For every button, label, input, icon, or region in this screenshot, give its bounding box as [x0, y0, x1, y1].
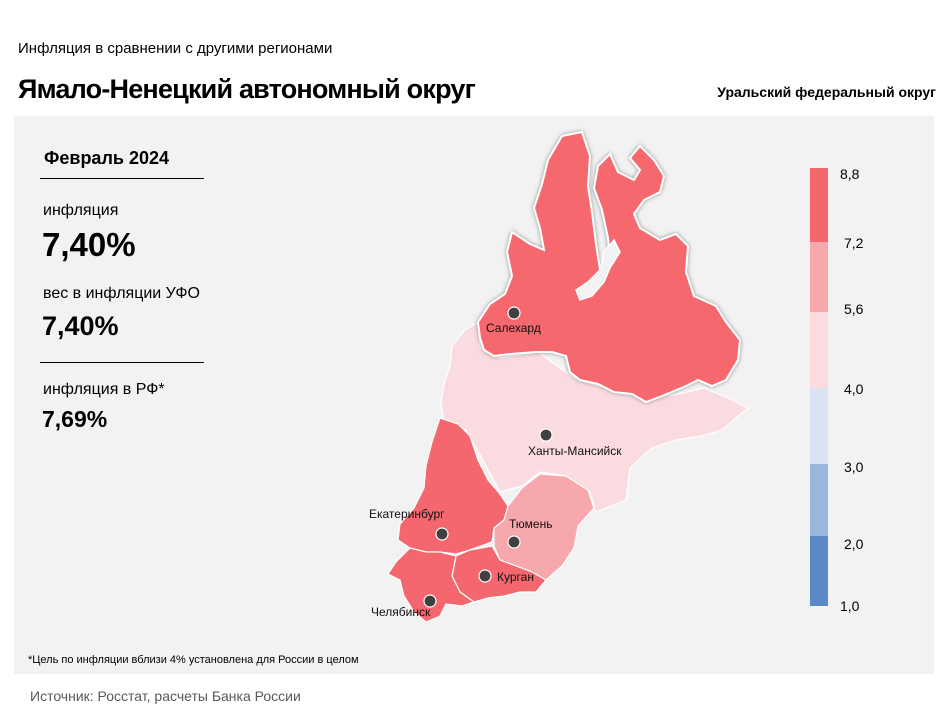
inflation-value: 7,40% [42, 226, 136, 263]
rf-inflation-label: инфляция в РФ* [43, 381, 165, 398]
legend-tick-3: 5,6 [844, 301, 864, 317]
city-label-salekhard: Салехард [486, 321, 541, 335]
city-ekaterinburg: Екатеринбург [369, 507, 449, 541]
rf-inflation-value: 7,69% [42, 406, 108, 432]
region-tyumen [493, 473, 595, 581]
legend-tick-6: 2,0 [844, 536, 864, 552]
footnote: *Цель по инфляции вблизи 4% установлена … [28, 654, 359, 666]
city-dot-icon [507, 306, 521, 320]
chart-subtitle: Инфляция в сравнении с другими регионами [18, 40, 333, 57]
region-title: Ямало-Ненецкий автономный округ [18, 74, 476, 104]
city-label-khanty: Ханты-Мансийск [528, 444, 622, 458]
city-label-ekb: Екатеринбург [369, 507, 445, 521]
city-chelyabinsk: Челябинск [371, 594, 437, 619]
legend-band-3 [810, 312, 828, 388]
city-label-kurgan: Курган [497, 570, 534, 584]
city-khanty-mansiysk: Ханты-Мансийск [528, 428, 622, 458]
inflation-label: инфляция [43, 202, 119, 219]
city-dot-icon [478, 569, 492, 583]
city-label-chel: Челябинск [371, 605, 431, 619]
legend-band-2 [810, 242, 828, 312]
divider-top [40, 178, 204, 179]
city-salekhard: Салехард [486, 306, 541, 335]
period-label: Февраль 2024 [44, 148, 169, 168]
legend-band-4 [810, 388, 828, 464]
city-dot-icon [539, 428, 553, 442]
weight-value: 7,40% [42, 311, 119, 341]
legend-tick-7: 1,0 [840, 598, 860, 614]
region-chelyabinsk [387, 547, 476, 623]
city-label-tyumen: Тюмень [509, 517, 552, 531]
weight-label: вес в инфляции УФО [43, 285, 200, 302]
city-dot-icon [423, 594, 437, 608]
legend-tick-1: 8,8 [840, 166, 860, 182]
ob-gulf [575, 238, 621, 301]
region-khanty-mansi [440, 320, 750, 513]
federal-district-label: Уральский федеральный округ [717, 84, 936, 100]
legend-band-5 [810, 464, 828, 536]
legend-tick-4: 4,0 [844, 381, 864, 397]
region-sverdlovsk [397, 417, 509, 555]
legend-tick-5: 3,0 [844, 459, 864, 475]
legend-band-6 [810, 536, 828, 606]
divider-bottom [40, 362, 204, 363]
legend-tick-2: 7,2 [844, 235, 864, 251]
city-dot-icon [435, 527, 449, 541]
city-tyumen: Тюмень [507, 517, 552, 549]
city-dot-icon [507, 535, 521, 549]
legend-band-1 [810, 168, 828, 242]
source-note: Источник: Росстат, расчеты Банка России [30, 688, 301, 704]
city-kurgan: Курган [478, 569, 534, 584]
color-scale-legend: 8,8 7,2 5,6 4,0 3,0 2,0 1,0 [810, 166, 864, 614]
